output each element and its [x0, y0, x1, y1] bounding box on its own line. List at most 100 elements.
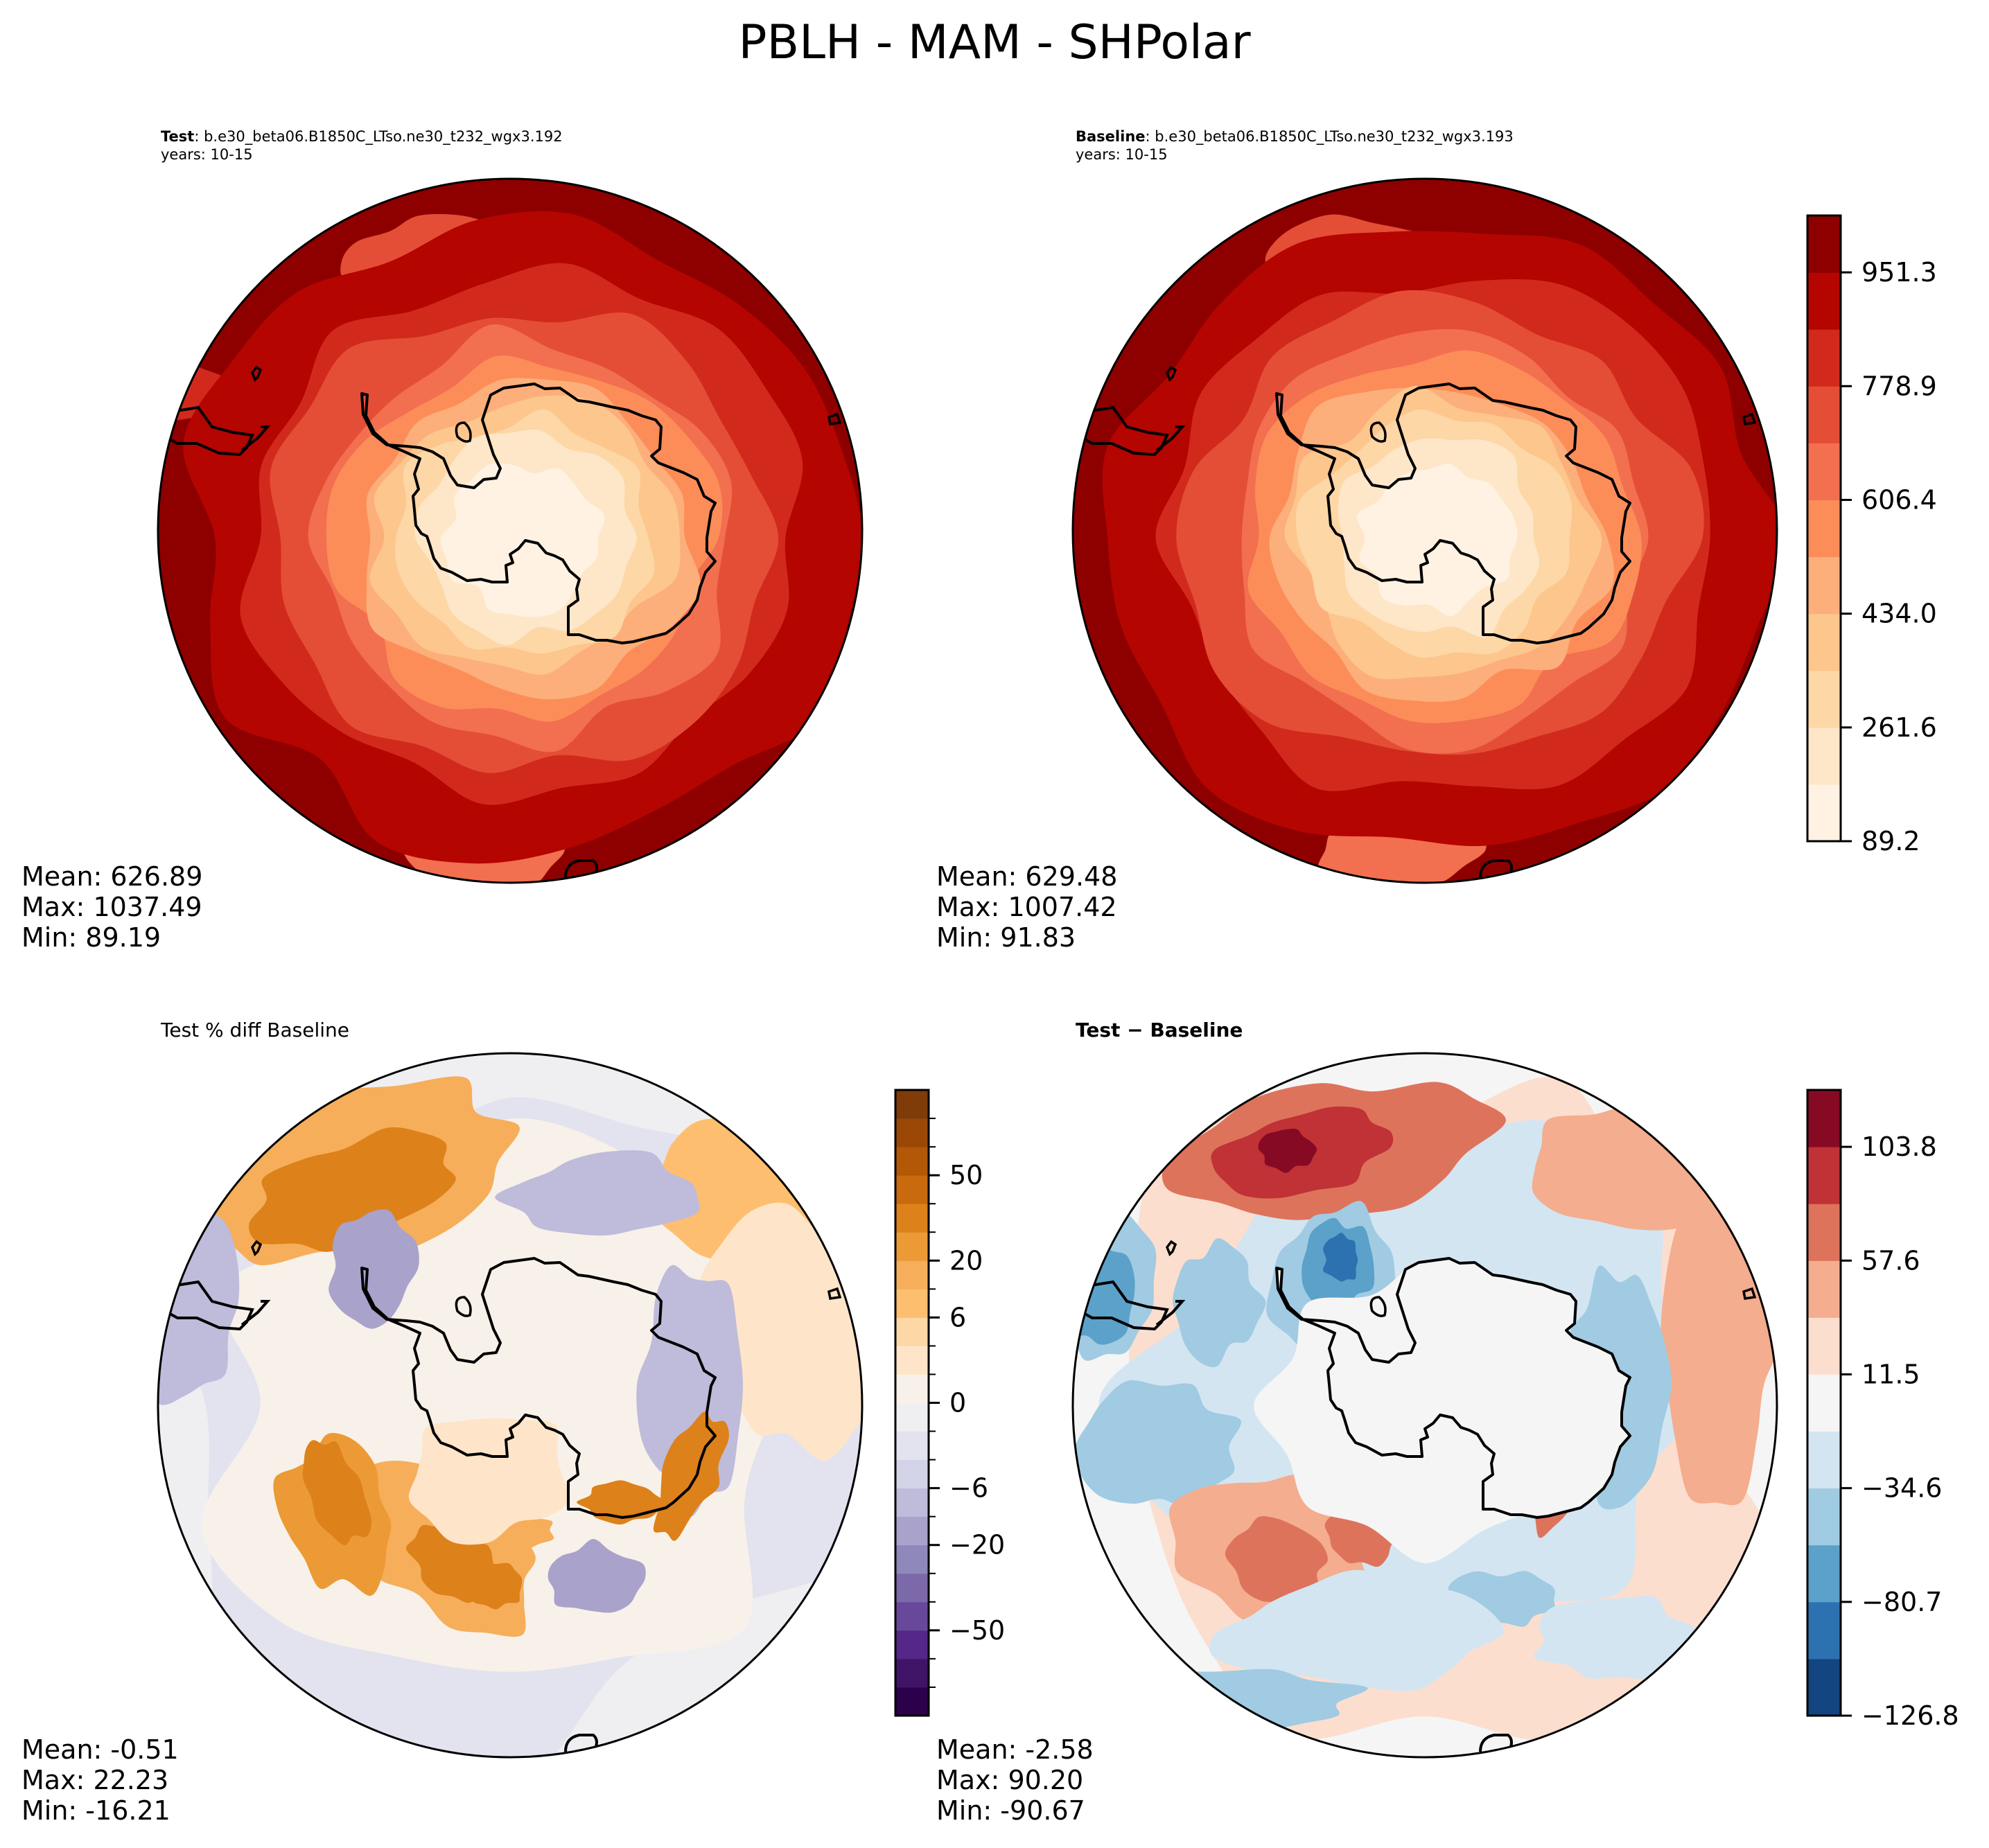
- test-min: Min: 89.19: [21, 922, 161, 953]
- test-max: Max: 1037.49: [21, 892, 202, 922]
- baseline-mean: Mean: 629.48: [936, 861, 1118, 892]
- colorbar-swatch: [1807, 727, 1841, 785]
- baseline-label-sep: :: [1145, 128, 1155, 145]
- colorbar-swatch: [895, 1516, 929, 1546]
- colorbar-swatch: [1807, 1147, 1841, 1204]
- colorbar-swatch: [895, 1459, 929, 1489]
- colorbar-swatch: [1807, 500, 1841, 558]
- colorbar-swatch: [895, 1658, 929, 1688]
- diff-min: Min: -90.67: [936, 1795, 1085, 1826]
- colorbar-swatch: [895, 1232, 929, 1261]
- contour-level: [249, 1127, 456, 1252]
- colorbar-swatch: [1807, 329, 1841, 387]
- colorbar-swatch: [1807, 1658, 1841, 1716]
- colorbar-swatch: [1807, 443, 1841, 500]
- colorbar-swatch: [1807, 1545, 1841, 1603]
- colorbar-tick-label: 50: [949, 1160, 983, 1190]
- colorbar-tick-label: 6: [949, 1302, 966, 1332]
- colorbar-swatch: [895, 1573, 929, 1603]
- diff-stats: Mean: -2.58 Max: 90.20 Min: -90.67: [936, 1734, 1094, 1826]
- colorbar-swatch: [895, 1601, 929, 1631]
- colorbar-swatch: [1807, 556, 1841, 615]
- island-coastline: [1369, 421, 1387, 443]
- antarctica-coastline: [1275, 1257, 1631, 1519]
- colorbar-tick-label: 11.5: [1861, 1359, 1920, 1389]
- colorbar-swatch: [1807, 784, 1841, 842]
- falkland-islands-coastline: [251, 1240, 263, 1257]
- colorbar-swatch: [895, 1090, 929, 1119]
- pct-diff-mean: Mean: -0.51: [21, 1734, 179, 1765]
- pct-diff-min: Min: -16.21: [21, 1795, 170, 1826]
- contour-level: [1075, 1380, 1241, 1513]
- map-boundary: [1071, 1052, 1778, 1759]
- falkland-islands-coastline: [251, 365, 263, 382]
- colorbar-tick-label: 951.3: [1861, 257, 1937, 288]
- test-label: Test: [161, 128, 195, 145]
- contour-level: [1173, 1238, 1266, 1368]
- baseline-case-name: b.e30_beta06.B1850C_LTso.ne30_t232_wgx3.…: [1155, 128, 1514, 145]
- test-label-sep: :: [194, 128, 204, 145]
- colorbar-tick-label: 89.2: [1861, 826, 1920, 856]
- island-coastline: [455, 421, 472, 443]
- baseline-panel-title: Baseline: b.e30_beta06.B1850C_LTso.ne30_…: [1076, 127, 1514, 164]
- test-stats: Mean: 626.89 Max: 1037.49 Min: 89.19: [21, 861, 202, 953]
- antarctica-coastline: [360, 382, 717, 644]
- colorbar-tick-label: 778.9: [1861, 371, 1937, 401]
- colorbar-swatch: [895, 1118, 929, 1147]
- contour-level: [328, 1209, 419, 1329]
- colorbar-swatch: [895, 1289, 929, 1318]
- colorbar-frame: [1806, 1089, 1842, 1717]
- colorbar-swatch: [895, 1374, 929, 1403]
- colorbar-swatch: [1807, 1204, 1841, 1261]
- contour-level: [1534, 1596, 1704, 1680]
- pct-diff-title: Test % diff Baseline: [161, 1019, 350, 1041]
- colorbar-swatch: [895, 1687, 929, 1716]
- figure-title: PBLH - MAM - SHPolar: [738, 15, 1251, 70]
- colorbar-tick-label: 57.6: [1861, 1245, 1920, 1276]
- colorbar-swatch: [895, 1147, 929, 1176]
- tierra-del-fuego-coastline: [240, 425, 271, 452]
- colorbar-swatch: [895, 1260, 929, 1290]
- island-coastline: [1742, 412, 1757, 425]
- contour-field: [1073, 179, 1777, 883]
- colorbar-swatch: [895, 1175, 929, 1204]
- contour-level: [1322, 1233, 1358, 1282]
- colorbar-swatch: [1807, 1090, 1841, 1147]
- colorbar-tick-label: 20: [949, 1245, 983, 1276]
- colorbar-swatch: [895, 1488, 929, 1517]
- test-mean: Mean: 626.89: [21, 861, 203, 892]
- colorbar-tick-label: 434.0: [1861, 599, 1937, 629]
- test-panel-title: Test: b.e30_beta06.B1850C_LTso.ne30_t232…: [161, 127, 563, 164]
- island-coastline: [455, 1296, 472, 1317]
- colorbar-tick-label: 103.8: [1861, 1132, 1937, 1162]
- island-coastline: [1369, 1296, 1387, 1317]
- falkland-islands-coastline: [1166, 365, 1177, 382]
- baseline-label: Baseline: [1076, 128, 1146, 145]
- colorbar-tick-label: 261.6: [1861, 712, 1937, 743]
- contour-level: [1277, 1258, 1630, 1517]
- test-years: years: 10-15: [161, 146, 253, 163]
- colorbar-swatch: [895, 1630, 929, 1660]
- contour-field: [158, 1053, 862, 1757]
- tierra-del-fuego-coastline: [1155, 1300, 1186, 1326]
- colorbar-swatch: [895, 1431, 929, 1461]
- test-case-name: b.e30_beta06.B1850C_LTso.ne30_t232_wgx3.…: [204, 128, 563, 145]
- colorbar-swatch: [1807, 1601, 1841, 1660]
- colorbar-frame: [1806, 214, 1842, 843]
- baseline-stats: Mean: 629.48 Max: 1007.42 Min: 91.83: [936, 861, 1117, 953]
- baseline-min: Min: 91.83: [936, 922, 1076, 953]
- contour-level: [1209, 1569, 1505, 1691]
- colorbar-swatch: [1807, 613, 1841, 671]
- contour-level: [158, 1209, 240, 1405]
- tierra-del-fuego-coastline: [1155, 425, 1186, 452]
- contour-level: [653, 1411, 729, 1541]
- colorbar-tick-label: −80.7: [1861, 1587, 1942, 1617]
- tierra-del-fuego-coastline: [240, 1300, 271, 1326]
- contour-level: [495, 1150, 700, 1236]
